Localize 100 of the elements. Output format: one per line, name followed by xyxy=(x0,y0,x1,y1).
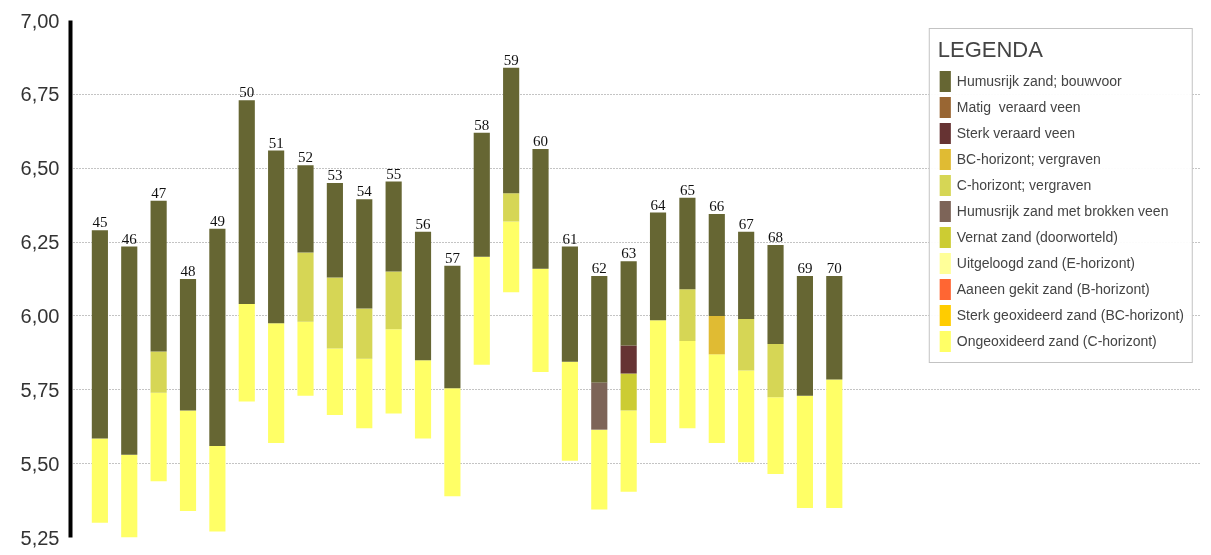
bar xyxy=(150,392,167,482)
y-tick-label: 5,75 xyxy=(20,378,60,401)
bar xyxy=(121,246,138,455)
bar xyxy=(649,212,667,321)
x-tick-label: 53 xyxy=(327,167,343,184)
bar xyxy=(238,100,255,305)
bar xyxy=(297,321,314,396)
bar xyxy=(150,351,167,393)
bar xyxy=(503,193,520,222)
bar xyxy=(738,231,755,319)
bar xyxy=(209,228,226,446)
x-tick-label: 65 xyxy=(679,181,695,198)
x-tick-label: 56 xyxy=(415,215,432,232)
bar xyxy=(356,199,373,309)
bar xyxy=(620,261,637,346)
bar xyxy=(356,308,373,359)
legend-label: Uitgeloogd zand (E-horizont) xyxy=(956,254,1135,273)
x-tick-label: 70 xyxy=(826,260,842,277)
bar xyxy=(532,149,549,269)
bar xyxy=(209,445,226,532)
bar xyxy=(796,276,813,396)
x-tick-label: 48 xyxy=(180,263,196,280)
legend-label: Humusrijk zand met brokken veen xyxy=(956,202,1169,221)
x-tick-label: 52 xyxy=(298,149,314,166)
legend-label: Vernat zand (doorworteld) xyxy=(956,228,1118,247)
x-tick-label: 54 xyxy=(356,183,373,200)
bar xyxy=(767,245,784,344)
legend-label: C-horizont; vergraven xyxy=(956,176,1092,195)
bar xyxy=(268,323,285,443)
x-tick-label: 68 xyxy=(768,229,784,246)
x-tick-label: 51 xyxy=(268,134,284,151)
bar xyxy=(91,438,108,523)
bar xyxy=(414,360,432,439)
bar xyxy=(620,410,637,492)
bar xyxy=(473,132,490,257)
bar xyxy=(297,252,314,322)
bar xyxy=(356,358,373,429)
y-tick-label: 5,50 xyxy=(20,452,60,475)
bar xyxy=(708,315,725,355)
bar xyxy=(591,276,608,383)
x-tick-label: 62 xyxy=(591,260,607,277)
x-tick-label: 63 xyxy=(621,245,637,262)
bar xyxy=(326,277,343,349)
bar xyxy=(326,182,343,278)
legend-label: BC-horizont; vergraven xyxy=(956,150,1101,169)
bar xyxy=(150,200,167,352)
y-tick-label: 6,75 xyxy=(20,83,60,106)
bar xyxy=(826,276,843,380)
bar xyxy=(679,289,696,342)
bar xyxy=(767,397,784,474)
bar xyxy=(649,320,667,443)
legend-label: Humusrijk zand; bouwvoor xyxy=(956,72,1122,91)
bar xyxy=(591,429,608,510)
bar xyxy=(591,382,608,430)
bar xyxy=(179,279,197,411)
y-tick-label: 6,00 xyxy=(20,304,60,327)
x-tick-label: 64 xyxy=(650,196,667,213)
bar xyxy=(767,343,784,398)
y-tick-label: 6,25 xyxy=(20,231,60,254)
bar xyxy=(679,341,696,429)
bar xyxy=(385,329,402,414)
x-tick-label: 46 xyxy=(121,230,138,247)
bar xyxy=(708,354,725,443)
bar xyxy=(620,345,637,374)
x-tick-label: 49 xyxy=(209,212,225,229)
legend-label: Aaneen gekit zand (B-horizont) xyxy=(956,280,1150,299)
bar xyxy=(297,165,314,253)
bar xyxy=(679,197,696,290)
x-tick-label: 69 xyxy=(797,260,813,277)
bar xyxy=(561,246,578,362)
bar xyxy=(179,410,197,511)
bar xyxy=(708,214,725,316)
x-tick-label: 57 xyxy=(444,249,461,266)
y-tick-label: 5,25 xyxy=(20,526,60,549)
bar xyxy=(503,67,520,194)
bar xyxy=(826,379,843,508)
bar xyxy=(796,395,813,508)
x-tick-label: 61 xyxy=(562,230,578,247)
legend-label: Sterk geoxideerd zand (BC-horizont) xyxy=(956,306,1184,325)
x-tick-label: 55 xyxy=(386,165,402,182)
legend-title: LEGENDA xyxy=(937,37,1044,63)
bar xyxy=(738,318,755,371)
x-tick-label: 45 xyxy=(92,214,108,231)
x-tick-label: 50 xyxy=(239,84,255,101)
bar xyxy=(620,373,637,411)
legend-label: Matig veraard veen xyxy=(956,98,1081,117)
bar xyxy=(444,388,461,497)
x-tick-label: 59 xyxy=(503,51,519,68)
y-tick-label: 6,50 xyxy=(20,157,60,180)
bar xyxy=(326,348,343,415)
bar xyxy=(385,181,402,272)
bar xyxy=(268,150,285,324)
bar xyxy=(532,268,549,373)
bar xyxy=(121,454,138,538)
legend-label: Ongeoxideerd zand (C-horizont) xyxy=(956,332,1157,351)
x-tick-label: 66 xyxy=(709,198,725,215)
x-tick-label: 58 xyxy=(474,116,490,133)
x-tick-label: 67 xyxy=(738,215,755,232)
legend-label: Sterk veraard veen xyxy=(956,124,1076,143)
bar xyxy=(385,271,402,330)
